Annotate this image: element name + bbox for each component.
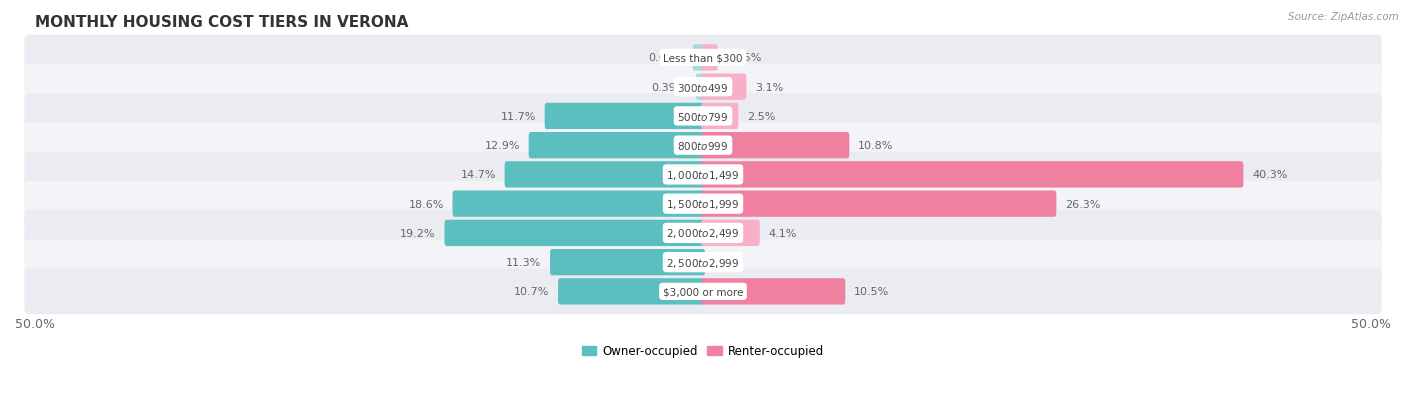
FancyBboxPatch shape xyxy=(24,94,1382,140)
FancyBboxPatch shape xyxy=(24,211,1382,256)
Text: $1,000 to $1,499: $1,000 to $1,499 xyxy=(666,169,740,181)
Text: 40.3%: 40.3% xyxy=(1253,170,1288,180)
Text: 0.95%: 0.95% xyxy=(727,53,762,63)
Text: $2,000 to $2,499: $2,000 to $2,499 xyxy=(666,227,740,240)
FancyBboxPatch shape xyxy=(24,152,1382,198)
FancyBboxPatch shape xyxy=(24,123,1382,169)
FancyBboxPatch shape xyxy=(529,133,704,159)
Text: 26.3%: 26.3% xyxy=(1066,199,1101,209)
Text: $1,500 to $1,999: $1,500 to $1,999 xyxy=(666,198,740,211)
FancyBboxPatch shape xyxy=(24,240,1382,285)
Text: 0.63%: 0.63% xyxy=(648,53,683,63)
FancyBboxPatch shape xyxy=(693,45,704,71)
FancyBboxPatch shape xyxy=(24,65,1382,110)
Text: Less than $300: Less than $300 xyxy=(664,53,742,63)
Text: $3,000 or more: $3,000 or more xyxy=(662,287,744,297)
FancyBboxPatch shape xyxy=(702,45,717,71)
FancyBboxPatch shape xyxy=(702,220,759,247)
FancyBboxPatch shape xyxy=(544,104,704,130)
Text: 11.3%: 11.3% xyxy=(506,258,541,268)
FancyBboxPatch shape xyxy=(453,191,704,217)
FancyBboxPatch shape xyxy=(505,162,704,188)
Text: $2,500 to $2,999: $2,500 to $2,999 xyxy=(666,256,740,269)
Text: 19.2%: 19.2% xyxy=(401,228,436,238)
Text: Source: ZipAtlas.com: Source: ZipAtlas.com xyxy=(1288,12,1399,22)
Text: 0.39%: 0.39% xyxy=(652,83,688,93)
Text: 11.7%: 11.7% xyxy=(501,112,536,121)
Text: 12.9%: 12.9% xyxy=(485,141,520,151)
Text: 10.5%: 10.5% xyxy=(853,287,889,297)
Text: 0.0%: 0.0% xyxy=(714,258,742,268)
FancyBboxPatch shape xyxy=(24,36,1382,81)
Text: 10.7%: 10.7% xyxy=(515,287,550,297)
Text: 3.1%: 3.1% xyxy=(755,83,783,93)
Legend: Owner-occupied, Renter-occupied: Owner-occupied, Renter-occupied xyxy=(578,340,828,362)
Text: 4.1%: 4.1% xyxy=(769,228,797,238)
Text: 2.5%: 2.5% xyxy=(747,112,776,121)
FancyBboxPatch shape xyxy=(24,269,1382,314)
FancyBboxPatch shape xyxy=(24,181,1382,227)
Text: $300 to $499: $300 to $499 xyxy=(678,81,728,93)
Text: 18.6%: 18.6% xyxy=(408,199,444,209)
FancyBboxPatch shape xyxy=(558,278,704,305)
Text: MONTHLY HOUSING COST TIERS IN VERONA: MONTHLY HOUSING COST TIERS IN VERONA xyxy=(35,15,408,30)
FancyBboxPatch shape xyxy=(702,104,738,130)
FancyBboxPatch shape xyxy=(444,220,704,247)
FancyBboxPatch shape xyxy=(702,133,849,159)
FancyBboxPatch shape xyxy=(702,162,1243,188)
FancyBboxPatch shape xyxy=(696,74,704,101)
FancyBboxPatch shape xyxy=(702,278,845,305)
FancyBboxPatch shape xyxy=(550,249,704,275)
Text: $500 to $799: $500 to $799 xyxy=(678,111,728,123)
FancyBboxPatch shape xyxy=(702,74,747,101)
Text: 10.8%: 10.8% xyxy=(858,141,893,151)
Text: 14.7%: 14.7% xyxy=(460,170,496,180)
FancyBboxPatch shape xyxy=(702,191,1056,217)
Text: $800 to $999: $800 to $999 xyxy=(678,140,728,152)
